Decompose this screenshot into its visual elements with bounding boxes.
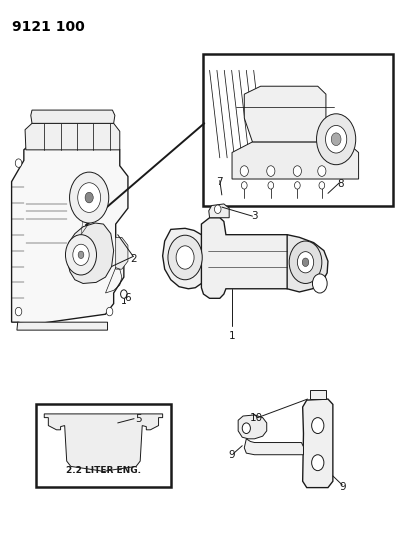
Circle shape (15, 159, 22, 167)
Circle shape (78, 183, 101, 213)
Circle shape (302, 258, 309, 266)
Text: 2: 2 (131, 254, 137, 263)
Polygon shape (209, 204, 229, 217)
Polygon shape (244, 439, 303, 455)
Circle shape (69, 172, 109, 223)
Text: 9: 9 (339, 481, 346, 491)
Circle shape (168, 235, 202, 280)
Circle shape (293, 166, 301, 176)
Circle shape (120, 290, 127, 298)
Circle shape (331, 133, 341, 146)
Circle shape (312, 274, 327, 293)
Circle shape (289, 241, 322, 284)
Bar (36, 405, 171, 487)
Circle shape (176, 246, 194, 269)
Polygon shape (17, 322, 108, 330)
Circle shape (242, 423, 250, 433)
Circle shape (318, 166, 326, 176)
Circle shape (215, 205, 221, 214)
Polygon shape (302, 399, 333, 488)
Circle shape (241, 182, 247, 189)
Polygon shape (232, 142, 358, 179)
Circle shape (78, 251, 84, 259)
Circle shape (268, 182, 274, 189)
Text: 10: 10 (250, 413, 263, 423)
Text: 9: 9 (229, 450, 236, 460)
Circle shape (65, 235, 97, 275)
Bar (203, 54, 393, 206)
Text: 3: 3 (251, 211, 258, 221)
Polygon shape (115, 237, 128, 269)
Circle shape (312, 455, 324, 471)
Circle shape (295, 182, 300, 189)
Text: 8: 8 (337, 179, 344, 189)
Polygon shape (67, 223, 114, 284)
Polygon shape (238, 415, 267, 439)
Circle shape (15, 308, 22, 316)
Circle shape (240, 166, 248, 176)
Polygon shape (287, 235, 328, 292)
Circle shape (267, 166, 275, 176)
Circle shape (319, 182, 325, 189)
Circle shape (106, 308, 113, 316)
Circle shape (85, 192, 93, 203)
Polygon shape (163, 228, 208, 289)
Polygon shape (309, 390, 326, 399)
Polygon shape (244, 86, 326, 142)
Polygon shape (201, 217, 299, 298)
Polygon shape (31, 110, 115, 123)
Text: 9121 100: 9121 100 (12, 20, 84, 34)
Text: 2.2 LITER ENG.: 2.2 LITER ENG. (66, 466, 141, 475)
Circle shape (316, 114, 356, 165)
Circle shape (312, 418, 324, 433)
Polygon shape (44, 414, 163, 472)
Text: 1: 1 (229, 332, 236, 342)
Text: 7: 7 (217, 176, 223, 187)
Polygon shape (25, 123, 120, 150)
Circle shape (297, 252, 314, 273)
Circle shape (73, 244, 89, 265)
Circle shape (326, 125, 347, 153)
Polygon shape (12, 139, 128, 325)
Text: 5: 5 (135, 414, 141, 424)
Text: 6: 6 (125, 293, 131, 303)
